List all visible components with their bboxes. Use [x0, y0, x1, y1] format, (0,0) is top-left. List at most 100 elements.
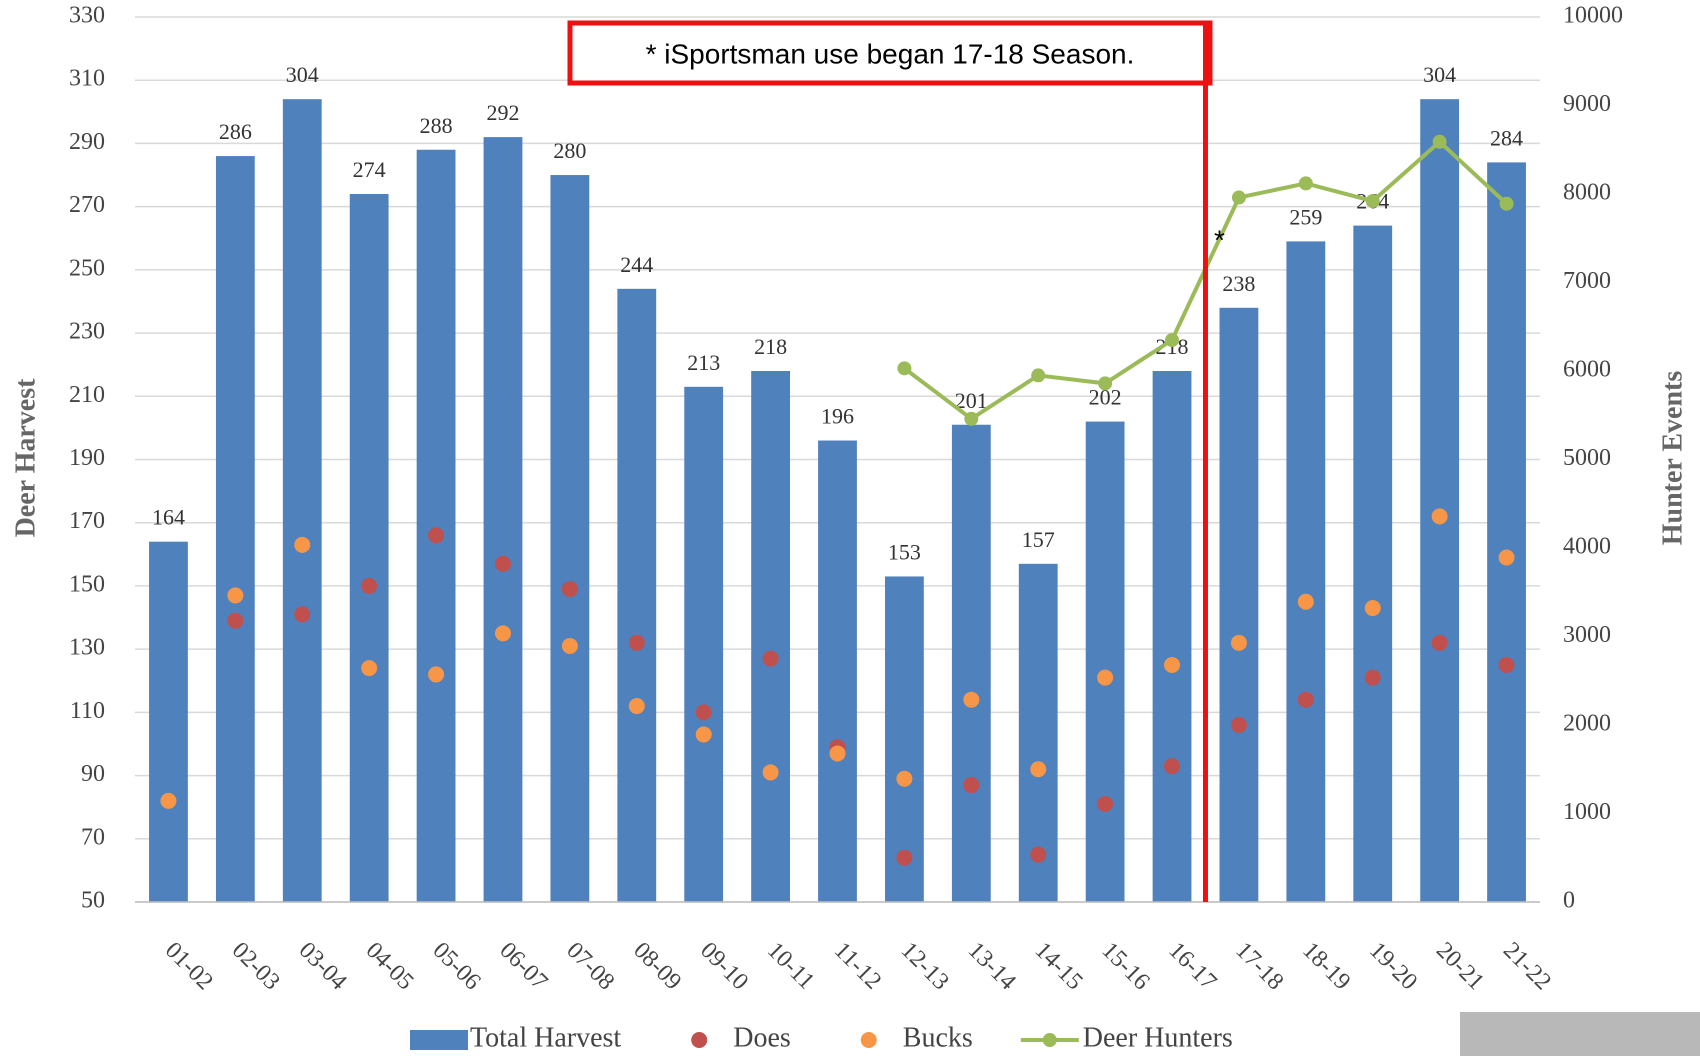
dot [361, 577, 378, 594]
value-label: 157 [1022, 527, 1055, 552]
dot [1364, 600, 1381, 617]
value-label: 218 [754, 334, 787, 359]
dot [1164, 758, 1181, 775]
dot [428, 527, 445, 544]
dot [762, 650, 779, 667]
bar [1420, 99, 1460, 902]
annotation-box [567, 20, 1213, 86]
line-marker [1165, 333, 1180, 348]
dot [294, 536, 311, 553]
bar [349, 194, 389, 902]
legend-swatch [860, 1032, 877, 1048]
y-tick-label: 190 [69, 445, 105, 471]
x-tick-label: 15-16 [1097, 937, 1155, 995]
bar [1152, 371, 1192, 902]
dot [963, 691, 980, 708]
y2-tick-label: 0 [1563, 888, 1575, 914]
bar [1353, 225, 1393, 902]
bar [617, 288, 657, 903]
x-tick-label: 08-09 [628, 937, 686, 995]
dot [561, 581, 578, 598]
bar [818, 440, 857, 902]
x-tick-label: 04-05 [361, 937, 419, 995]
y2-tick-label: 5000 [1563, 445, 1611, 471]
line-marker [1432, 134, 1447, 149]
legend-swatch [410, 1030, 468, 1050]
dot [361, 660, 378, 677]
value-label: 244 [620, 252, 653, 277]
dot [227, 612, 244, 629]
legend-swatch [1042, 1033, 1057, 1047]
dot [494, 555, 511, 572]
value-label: 213 [687, 350, 720, 375]
bar [951, 424, 991, 902]
x-tick-label: 19-20 [1364, 937, 1422, 995]
dot [294, 606, 311, 623]
x-tick-label: 21-22 [1498, 937, 1556, 995]
x-tick-label: 10-11 [762, 937, 819, 994]
marker-note: * [1214, 224, 1225, 255]
dot [762, 764, 779, 781]
dot [1364, 669, 1381, 686]
value-label: 286 [219, 119, 252, 144]
bar [215, 156, 255, 903]
legend-label: Bucks [903, 1022, 973, 1053]
dot [896, 849, 913, 866]
line-marker [1031, 368, 1046, 383]
dot [1164, 656, 1181, 673]
dot [1030, 846, 1047, 863]
y-tick-label: 110 [70, 698, 105, 724]
dot [1097, 796, 1114, 813]
dot [829, 745, 846, 762]
line-marker [1298, 176, 1313, 191]
x-tick-label: 05-06 [427, 937, 485, 995]
dot [1431, 634, 1448, 651]
y2-tick-label: 9000 [1563, 91, 1611, 117]
dot [1030, 761, 1047, 778]
value-label: 304 [1423, 62, 1456, 87]
x-tick-label: 01-02 [160, 937, 218, 995]
y-axis-title: Deer Harvest [10, 378, 41, 538]
x-tick-label: 12-13 [896, 937, 954, 995]
x-tick-label: 14-15 [1030, 937, 1088, 995]
line-marker [964, 411, 979, 426]
y2-tick-label: 6000 [1563, 357, 1611, 383]
bar [1018, 563, 1058, 902]
y-tick-label: 230 [69, 319, 105, 345]
dot [561, 637, 578, 654]
line-marker [1365, 194, 1380, 209]
dot [695, 704, 712, 721]
dot [695, 726, 712, 743]
y-tick-label: 170 [69, 508, 105, 534]
dot [494, 625, 511, 642]
value-label: 196 [821, 404, 854, 429]
line-marker [897, 361, 912, 376]
legend-label: Total Harvest [470, 1022, 621, 1053]
dot [1097, 669, 1114, 686]
dot [896, 770, 913, 787]
dot [428, 666, 445, 683]
dot [963, 777, 980, 794]
bar [1286, 241, 1326, 903]
value-label: 280 [553, 138, 586, 163]
value-label: 259 [1289, 204, 1322, 229]
y-tick-label: 250 [69, 255, 105, 281]
x-tick-label: 07-08 [561, 937, 619, 995]
y-tick-label: 310 [69, 66, 105, 92]
bar [550, 175, 590, 903]
value-label: 164 [152, 505, 185, 530]
dot [1230, 717, 1247, 733]
dot [160, 792, 177, 809]
y-tick-label: 90 [81, 761, 105, 787]
y-tick-label: 50 [81, 888, 105, 914]
dot [1498, 656, 1515, 673]
bar [483, 137, 523, 902]
line-marker [1098, 376, 1113, 391]
corner-image [1460, 1012, 1700, 1056]
y2-tick-label: 8000 [1563, 180, 1611, 206]
value-label: 292 [486, 100, 519, 125]
dot [1297, 593, 1314, 610]
y2-tick-label: 7000 [1563, 268, 1611, 294]
bar [684, 386, 724, 902]
value-label: 284 [1490, 125, 1523, 150]
